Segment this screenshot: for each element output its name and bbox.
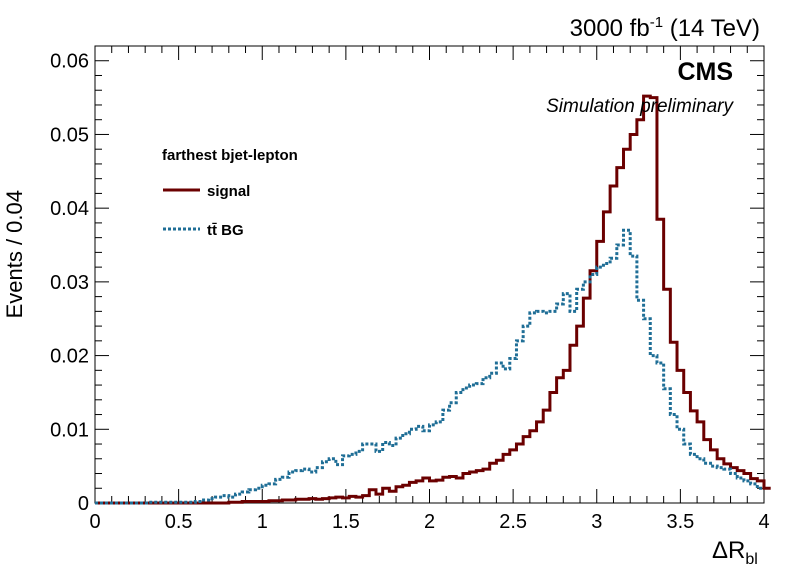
y-tick-label: 0.01	[50, 419, 89, 441]
y-tick-label: 0.06	[50, 51, 89, 73]
y-tick-label: 0.04	[50, 198, 89, 220]
legend: farthest bjet-lepton signal tt̄ BG	[162, 147, 298, 239]
x-tick-label: 1	[257, 511, 268, 533]
series-group	[95, 94, 771, 505]
x-tick-label: 2.5	[499, 511, 527, 533]
series-line-ttbar-bg	[95, 228, 764, 505]
lumi-label: 3000 fb-1 (14 TeV)	[570, 14, 760, 42]
x-tick-label: 2	[424, 511, 435, 533]
x-tick-label: 0.5	[165, 511, 193, 533]
series-line-signal	[95, 94, 771, 505]
y-tick-label: 0.02	[50, 346, 89, 368]
legend-label-ttbar: tt̄ BG	[207, 222, 244, 239]
y-axis-title: Events / 0.04	[2, 190, 27, 318]
x-tick-label: 0	[89, 511, 100, 533]
experiment-label: CMS	[677, 58, 733, 86]
x-tick-label: 1.5	[332, 511, 360, 533]
x-tick-label: 4	[758, 511, 769, 533]
status-label: Simulation preliminary	[546, 96, 734, 117]
x-tick-labels: 0 0.5 1 1.5 2 2.5 3 3.5 4	[89, 511, 769, 533]
y-tick-labels: 0 0.01 0.02 0.03 0.04 0.05 0.06	[50, 51, 89, 515]
y-tick-label: 0	[78, 493, 89, 515]
x-tick-label: 3	[591, 511, 602, 533]
x-axis-title: ΔRbl	[712, 537, 758, 568]
legend-header: farthest bjet-lepton	[162, 147, 298, 164]
x-tick-label: 3.5	[666, 511, 694, 533]
y-tick-label: 0.05	[50, 124, 89, 146]
legend-label-signal: signal	[207, 183, 250, 200]
y-tick-label: 0.03	[50, 272, 89, 294]
